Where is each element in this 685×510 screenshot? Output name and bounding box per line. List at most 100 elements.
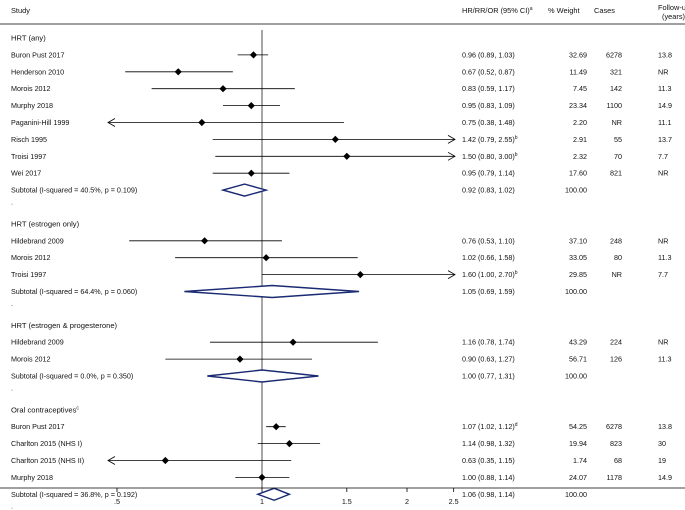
row-separator: . bbox=[11, 502, 13, 510]
group-label: HRT (any) bbox=[11, 34, 46, 43]
estimate-ci-text: 1.00 (0.88, 1.14) bbox=[462, 473, 515, 482]
point-estimate-marker bbox=[200, 237, 209, 245]
study-label: Hildebrand 2009 bbox=[11, 338, 64, 347]
followup-value: 7.7 bbox=[658, 270, 668, 279]
subtotal-row: Subtotal (I-squared = 36.8%, p = 0.192) 1… bbox=[11, 487, 587, 502]
group-heading: Oral contraceptivesc bbox=[11, 405, 79, 414]
point-estimate-marker bbox=[356, 271, 364, 279]
study-row: Paganini-Hill 1999 0.75 (0.38, 1.48) 2.20 N… bbox=[11, 118, 671, 127]
estimate-ci-text-superscript: d bbox=[515, 422, 518, 428]
weight-value: 2.20 bbox=[573, 118, 587, 127]
estimate-ci-text: 0.96 (0.89, 1.03) bbox=[462, 50, 515, 59]
cases-value: 823 bbox=[610, 439, 622, 448]
header-ci-superscript: a bbox=[530, 6, 533, 12]
study-label: Morois 2012 bbox=[11, 84, 51, 93]
study-row: Henderson 2010 0.67 (0.52, 0.87) 11.49 321 N… bbox=[11, 67, 668, 76]
estimate-ci-text: 1.42 (0.79, 2.55)b bbox=[462, 135, 518, 144]
followup-value: NR bbox=[658, 236, 668, 245]
x-tick-label: 2.5 bbox=[449, 497, 459, 506]
row-separator: . bbox=[11, 198, 13, 207]
weight-value: 23.34 bbox=[569, 101, 587, 110]
followup-value: NR bbox=[658, 67, 668, 76]
followup-value: 11.3 bbox=[658, 253, 671, 262]
x-tick-label: .5 bbox=[114, 497, 120, 506]
group-label: Oral contraceptivesc bbox=[11, 405, 79, 414]
estimate-ci-text-main: 1.00 (0.88, 1.14) bbox=[462, 473, 515, 482]
x-tick-label: 1.5 bbox=[342, 497, 352, 506]
point-estimate-marker bbox=[289, 338, 297, 346]
study-label: Morois 2012 bbox=[11, 253, 51, 262]
followup-value: 11.1 bbox=[658, 118, 671, 127]
weight-value: 43.29 bbox=[569, 338, 587, 347]
estimate-ci-text: 0.63 (0.35, 1.15) bbox=[462, 456, 515, 465]
study-label: Murphy 2018 bbox=[11, 473, 53, 482]
weight-value: 56.71 bbox=[569, 355, 587, 364]
subtotal-label: Subtotal (I-squared = 64.4%, p = 0.060) bbox=[11, 287, 137, 296]
study-row: Buron Pust 2017 1.07 (1.02, 1.12)d 54.25 62… bbox=[11, 422, 672, 431]
weight-value: 100.00 bbox=[565, 372, 587, 381]
cases-value: 1100 bbox=[607, 101, 622, 110]
study-label: Murphy 2018 bbox=[11, 101, 53, 110]
group-label-main: HRT (estrogen & progesterone) bbox=[11, 321, 118, 330]
group-label-main: HRT (estrogen only) bbox=[11, 219, 80, 228]
followup-value: 13.7 bbox=[658, 135, 672, 144]
cases-value: 6278 bbox=[606, 422, 622, 431]
estimate-ci-text: 1.50 (0.80, 3.00)b bbox=[462, 152, 518, 161]
header-ci: HR/RR/OR (95% CI)a bbox=[462, 6, 533, 15]
estimate-ci-text: 0.67 (0.52, 0.87) bbox=[462, 67, 515, 76]
row-separator: . bbox=[11, 383, 13, 392]
point-estimate-marker bbox=[343, 152, 351, 160]
estimate-ci-text: 0.95 (0.79, 1.14) bbox=[462, 169, 515, 178]
x-tick-label: 2 bbox=[405, 497, 409, 506]
weight-value: 2.91 bbox=[573, 135, 587, 144]
row-separator: . bbox=[11, 299, 13, 308]
cases-value: 126 bbox=[610, 355, 622, 364]
weight-value: 100.00 bbox=[565, 490, 587, 499]
cases-value: 142 bbox=[610, 84, 622, 93]
estimate-ci-text: 1.06 (0.98, 1.14) bbox=[462, 490, 515, 499]
cases-value: 80 bbox=[614, 253, 622, 262]
pooled-diamond bbox=[220, 183, 269, 197]
estimate-ci-text-main: 1.14 (0.98, 1.32) bbox=[462, 439, 515, 448]
study-row: Hildebrand 2009 1.16 (0.78, 1.74) 43.29 224… bbox=[11, 338, 668, 347]
study-label: Charlton 2015 (NHS I) bbox=[11, 439, 82, 448]
point-estimate-marker bbox=[262, 254, 270, 262]
group-heading: HRT (any) bbox=[11, 34, 46, 43]
subtotal-label: Subtotal (I-squared = 0.0%, p = 0.350) bbox=[11, 372, 133, 381]
followup-value: 13.8 bbox=[658, 50, 672, 59]
ci-arrow-right bbox=[447, 151, 456, 161]
estimate-ci-text-main: 1.06 (0.98, 1.14) bbox=[462, 490, 515, 499]
estimate-ci-text-main: 0.95 (0.79, 1.14) bbox=[462, 169, 515, 178]
point-estimate-marker bbox=[258, 473, 266, 481]
followup-value: 30 bbox=[658, 439, 666, 448]
weight-value: 24.07 bbox=[569, 473, 587, 482]
ci-arrow-right bbox=[447, 270, 456, 279]
estimate-ci-text: 0.76 (0.53, 1.10) bbox=[462, 236, 515, 245]
study-row: Charlton 2015 (NHS II) 0.63 (0.35, 1.15) 1… bbox=[11, 456, 666, 465]
cases-value: 55 bbox=[614, 135, 622, 144]
weight-value: 54.25 bbox=[569, 422, 587, 431]
point-estimate-marker bbox=[219, 85, 227, 93]
group-label: HRT (estrogen & progesterone) bbox=[11, 321, 118, 330]
study-row: Buron Pust 2017 0.96 (0.89, 1.03) 32.69 627… bbox=[11, 50, 672, 59]
followup-value: NR bbox=[658, 169, 668, 178]
subtotal-label: Subtotal (I-squared = 40.5%, p = 0.109) bbox=[11, 186, 137, 195]
group-heading: HRT (estrogen & progesterone) bbox=[11, 321, 118, 330]
estimate-ci-text: 0.90 (0.63, 1.27) bbox=[462, 355, 515, 364]
weight-value: 100.00 bbox=[565, 186, 587, 195]
study-row: Risch 1995 1.42 (0.79, 2.55)b 2.91 55 13.7 bbox=[11, 135, 672, 144]
estimate-ci-text: 1.60 (1.00, 2.70)b bbox=[462, 270, 518, 279]
point-estimate-marker bbox=[247, 169, 255, 177]
point-estimate-marker bbox=[249, 51, 258, 59]
cases-value: NR bbox=[612, 270, 622, 279]
cases-value: 68 bbox=[614, 456, 622, 465]
study-row: Hildebrand 2009 0.76 (0.53, 1.10) 37.10 248… bbox=[11, 236, 668, 245]
estimate-ci-text-main: 1.16 (0.78, 1.74) bbox=[462, 338, 515, 347]
estimate-ci-text-main: 0.76 (0.53, 1.10) bbox=[462, 236, 515, 245]
pooled-diamond bbox=[184, 284, 360, 299]
study-label: Buron Pust 2017 bbox=[11, 422, 65, 431]
study-row: Wei 2017 0.95 (0.79, 1.14) 17.60 821 NR bbox=[11, 169, 668, 178]
estimate-ci-text: 1.14 (0.98, 1.32) bbox=[462, 439, 515, 448]
header-cases: Cases bbox=[594, 6, 615, 15]
